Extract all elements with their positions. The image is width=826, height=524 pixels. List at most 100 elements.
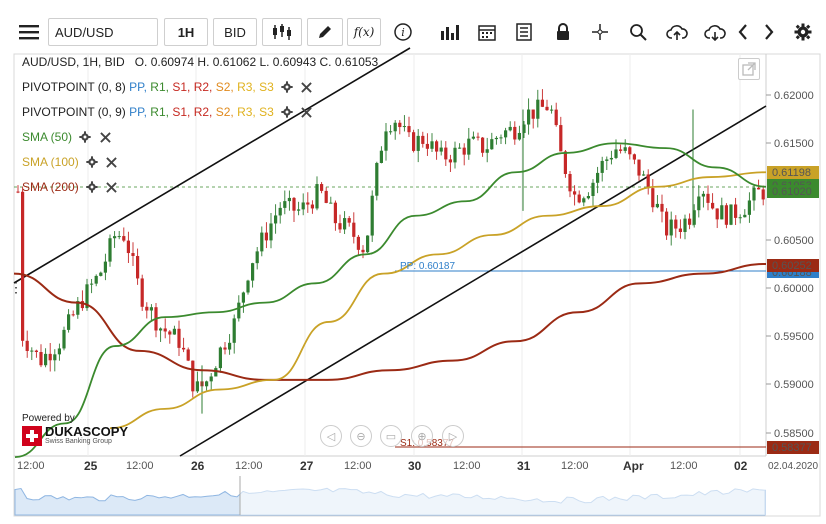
- news-button[interactable]: [510, 18, 538, 46]
- price-tick: 0.58500: [774, 428, 814, 440]
- resize-handle-glyph: ⋮: [9, 279, 23, 295]
- candle-down: [407, 126, 411, 133]
- candle-down: [34, 350, 38, 353]
- candle-down: [448, 159, 452, 163]
- candle-up: [582, 198, 586, 203]
- candle-up: [508, 126, 512, 131]
- calendar-button[interactable]: [473, 18, 501, 46]
- time-tick: 12:00: [235, 460, 263, 472]
- price-tick: 0.61500: [774, 138, 814, 150]
- candle-down: [559, 125, 563, 152]
- popout-button[interactable]: [738, 58, 760, 80]
- gear-icon[interactable]: [280, 105, 294, 119]
- timeframe-button[interactable]: 1H: [164, 18, 208, 46]
- candle-up: [586, 196, 590, 199]
- time-tick: 02: [734, 459, 748, 473]
- download-button[interactable]: [700, 18, 730, 46]
- close-icon[interactable]: [300, 105, 314, 119]
- fx-label: f(x): [353, 25, 375, 39]
- gear-icon[interactable]: [85, 180, 99, 194]
- candle-down: [126, 240, 130, 254]
- svg-text:0.60252: 0.60252: [772, 260, 812, 272]
- candle-up: [375, 162, 379, 196]
- lock-icon: [557, 23, 569, 40]
- candle-up: [209, 376, 213, 382]
- close-icon[interactable]: [105, 155, 119, 169]
- legend-sma-50: SMA (50): [22, 129, 112, 145]
- candle-down: [563, 151, 567, 174]
- gear-icon[interactable]: [78, 130, 92, 144]
- info-button[interactable]: i: [389, 18, 417, 46]
- pan-right-button[interactable]: ▷: [442, 425, 464, 447]
- price-badges: 0.61198 0.61053 0.61020 0.60188 0.60252 …: [767, 166, 819, 454]
- sma-100-line: [109, 171, 767, 430]
- hamburger-icon: [19, 25, 39, 40]
- r1-tag: R1,: [150, 105, 169, 119]
- scroll-left-button[interactable]: [732, 18, 754, 46]
- lock-button[interactable]: [549, 18, 577, 46]
- candle-up: [237, 302, 241, 319]
- volume-button[interactable]: [436, 18, 464, 46]
- candle-up: [218, 347, 222, 369]
- candle-down: [531, 109, 535, 119]
- time-tick: 25: [84, 459, 98, 473]
- sma-100-label: SMA (100): [22, 155, 79, 169]
- close-icon[interactable]: [98, 130, 112, 144]
- candle-up: [57, 348, 61, 355]
- price-tick: 0.62000: [774, 90, 814, 102]
- legend-sma-100: SMA (100): [22, 154, 119, 170]
- gear-icon[interactable]: [280, 80, 294, 94]
- candle-up: [315, 184, 319, 209]
- candle-down: [476, 136, 480, 138]
- pan-left-button[interactable]: ◁: [320, 425, 342, 447]
- candle-down: [678, 228, 682, 232]
- candle-up: [301, 202, 305, 210]
- candle-up: [471, 136, 475, 139]
- candle-down: [223, 347, 227, 350]
- candle-down: [48, 353, 52, 361]
- sma100-badge: [767, 166, 819, 179]
- legend-sma-200: SMA (200): [22, 179, 119, 195]
- candle-down: [356, 236, 360, 250]
- candle-up: [108, 238, 112, 262]
- reset-zoom-button[interactable]: ▭: [380, 425, 402, 447]
- indicators-button[interactable]: f(x): [347, 18, 381, 46]
- candle-up: [642, 174, 646, 176]
- candle-up: [172, 328, 176, 335]
- symbol-input[interactable]: [48, 18, 158, 46]
- ohlc-text: AUD/USD, 1H, BID O. 0.60974 H. 0.61062 L…: [22, 55, 379, 69]
- settings-button[interactable]: [790, 18, 816, 46]
- scroll-right-button[interactable]: [758, 18, 780, 46]
- zoom-in-button[interactable]: ⊕: [411, 425, 433, 447]
- candle-up: [623, 147, 627, 151]
- upload-button[interactable]: [662, 18, 692, 46]
- candle-down: [71, 314, 75, 316]
- candle-up: [53, 354, 57, 361]
- candle-down: [674, 219, 678, 229]
- zoom-button[interactable]: [624, 18, 652, 46]
- chart-type-button[interactable]: [262, 18, 302, 46]
- close-icon[interactable]: [300, 80, 314, 94]
- candle-up: [76, 301, 80, 315]
- menu-button[interactable]: [14, 18, 44, 46]
- candle-up: [467, 138, 471, 155]
- candle-up: [389, 131, 393, 133]
- candle-down: [333, 202, 337, 224]
- gear-icon[interactable]: [85, 155, 99, 169]
- drawing-tool-button[interactable]: [307, 18, 343, 46]
- zoom-out-button[interactable]: ⊖: [350, 425, 372, 447]
- powered-by-text: Powered by: [22, 413, 75, 424]
- candle-up: [490, 139, 494, 150]
- legend-pivot-9: PIVOTPOINT (0, 9) PP, R1, S1, R2, S2, R3…: [22, 104, 314, 120]
- crosshair-button[interactable]: [586, 18, 614, 46]
- sma-200-line: [13, 263, 767, 381]
- side-button[interactable]: BID: [213, 18, 257, 46]
- candle-down: [734, 204, 738, 218]
- candle-down: [761, 189, 765, 200]
- candle-down: [637, 159, 641, 176]
- s3-tag: S3: [259, 105, 274, 119]
- candle-up: [701, 193, 705, 197]
- candle-down: [435, 141, 439, 152]
- close-icon[interactable]: [105, 180, 119, 194]
